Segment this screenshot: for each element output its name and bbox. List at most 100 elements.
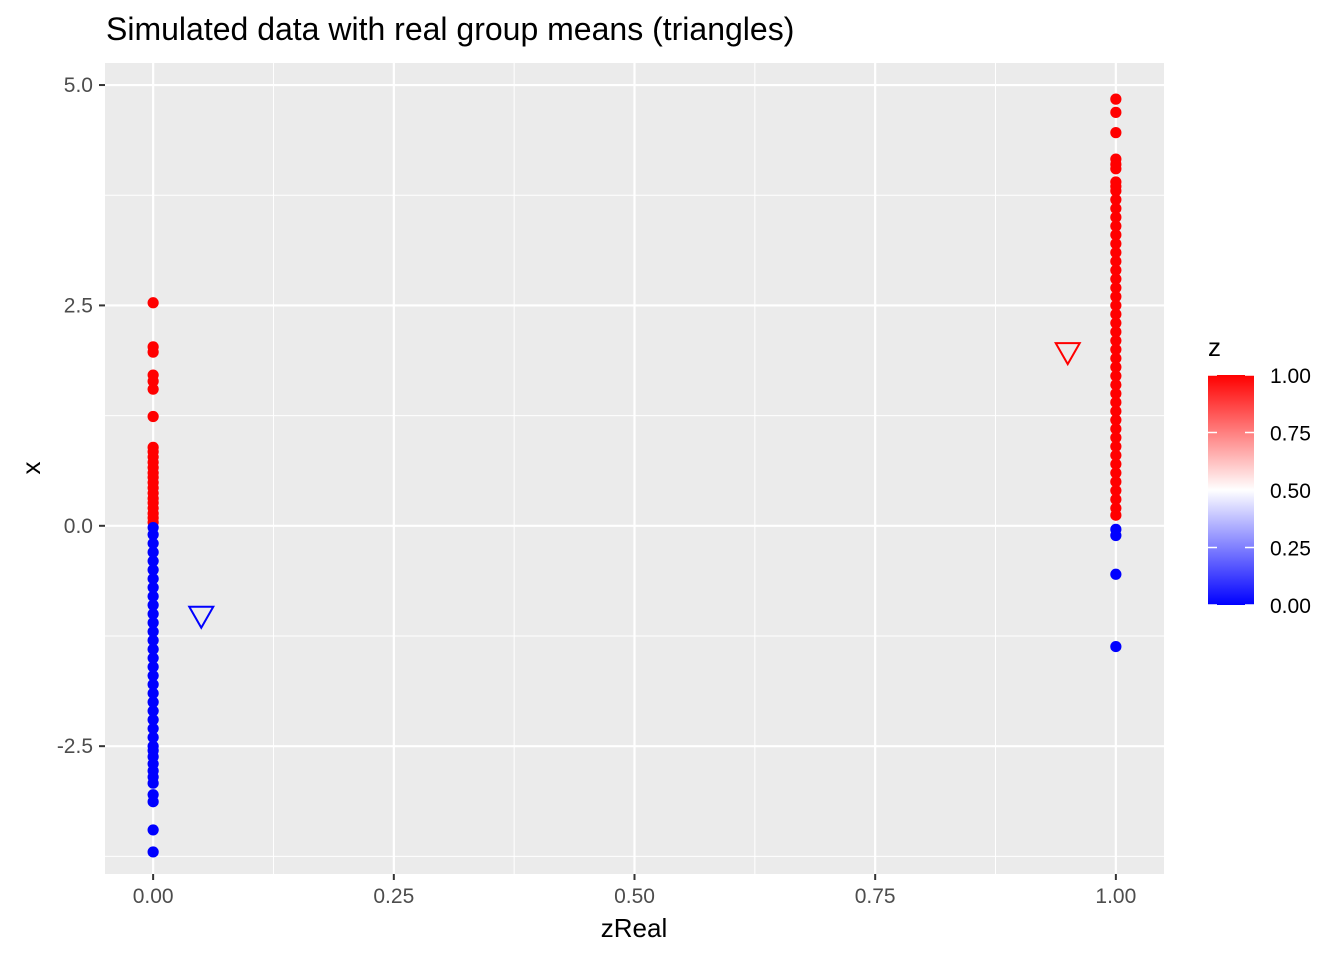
y-tick-label: 2.5 [64, 294, 93, 317]
data-point [1110, 299, 1122, 312]
data-point [1110, 467, 1122, 479]
group-mean-triangle [1054, 342, 1082, 367]
data-point [1110, 432, 1122, 444]
data-point [147, 714, 159, 726]
data-point [147, 297, 159, 309]
y-axis-title: x [16, 462, 46, 475]
x-axis-ticks: 0.00 0.25 0.50 0.75 1.00 [133, 874, 1136, 908]
data-point [1110, 238, 1122, 250]
data-point [1110, 423, 1122, 435]
data-point [147, 608, 159, 620]
data-point [1110, 194, 1122, 206]
data-point [1110, 343, 1122, 356]
data-point [147, 670, 159, 682]
legend-label: 1.00 [1270, 365, 1311, 388]
data-point [147, 722, 159, 735]
data-point [1110, 106, 1122, 118]
data-point [147, 661, 159, 673]
data-point [147, 590, 159, 602]
data-points [147, 93, 1122, 858]
chart-title: Simulated data with real group means (tr… [106, 11, 794, 47]
data-point [1110, 291, 1122, 303]
data-point [147, 529, 159, 541]
data-point [1110, 414, 1122, 426]
data-point [147, 643, 159, 655]
data-point [1110, 379, 1122, 391]
group-means [187, 342, 1082, 630]
data-point [1110, 246, 1122, 259]
data-point [147, 383, 159, 395]
data-point [1110, 211, 1122, 223]
data-point [147, 555, 159, 567]
data-point [147, 564, 159, 576]
data-point [147, 705, 159, 717]
data-point [1110, 440, 1122, 453]
data-point [147, 846, 159, 858]
data-point [1110, 370, 1122, 382]
data-point [1110, 185, 1122, 197]
data-point [1110, 361, 1122, 373]
data-point [1110, 273, 1122, 285]
data-point [1110, 449, 1122, 461]
legend-label: 0.25 [1270, 538, 1311, 561]
data-point [147, 617, 159, 629]
data-point [1110, 640, 1122, 653]
data-point [1110, 484, 1122, 497]
data-point [1110, 317, 1122, 329]
data-point [1110, 493, 1122, 505]
data-point [147, 678, 159, 691]
group-mean-triangle [187, 605, 215, 630]
data-point [147, 652, 159, 664]
y-tick-label: 5.0 [64, 74, 93, 97]
data-point [1110, 308, 1122, 320]
data-point [1110, 396, 1122, 408]
legend-label: 0.50 [1270, 480, 1311, 503]
x-tick-label: 1.00 [1095, 885, 1136, 908]
data-point [147, 537, 159, 550]
data-point [1110, 163, 1122, 175]
data-point [147, 599, 159, 611]
legend-title: z [1208, 332, 1221, 362]
x-tick-label: 0.50 [614, 885, 655, 908]
data-point [147, 777, 159, 789]
data-point [1110, 229, 1122, 241]
data-point [1110, 127, 1122, 139]
color-legend: z 0.00 0.25 0.50 0.75 1.00 [1208, 332, 1311, 618]
data-point [147, 625, 159, 638]
data-point [1110, 352, 1122, 364]
data-point [1110, 529, 1122, 542]
data-point [147, 581, 159, 594]
x-axis-title: zReal [601, 913, 667, 943]
data-point [147, 375, 159, 387]
data-point [1110, 405, 1122, 417]
data-point [147, 824, 159, 836]
data-point [1110, 509, 1122, 521]
data-point [1110, 220, 1122, 232]
legend-label: 0.00 [1270, 595, 1311, 618]
data-point [1110, 326, 1122, 338]
data-point [1110, 264, 1122, 276]
data-point [147, 687, 159, 699]
x-tick-label: 0.25 [373, 885, 414, 908]
y-tick-label: 0.0 [64, 515, 93, 538]
data-point [1110, 202, 1122, 215]
data-point [1110, 255, 1122, 267]
data-point [1110, 93, 1122, 105]
x-tick-label: 0.75 [855, 885, 896, 908]
y-tick-label: -2.5 [57, 735, 93, 758]
data-point [1110, 458, 1122, 470]
data-point [1110, 282, 1122, 294]
legend-label: 0.75 [1270, 423, 1311, 446]
y-axis-ticks: -2.5 0.0 2.5 5.0 [57, 74, 105, 758]
data-point [147, 346, 159, 358]
data-point [147, 410, 159, 423]
data-point [147, 546, 159, 558]
data-point [1110, 387, 1122, 400]
data-point [147, 731, 159, 743]
data-point [1110, 476, 1122, 488]
grid-lines [105, 63, 1164, 874]
data-point [147, 796, 159, 808]
data-point [1110, 568, 1122, 580]
data-point [147, 696, 159, 708]
